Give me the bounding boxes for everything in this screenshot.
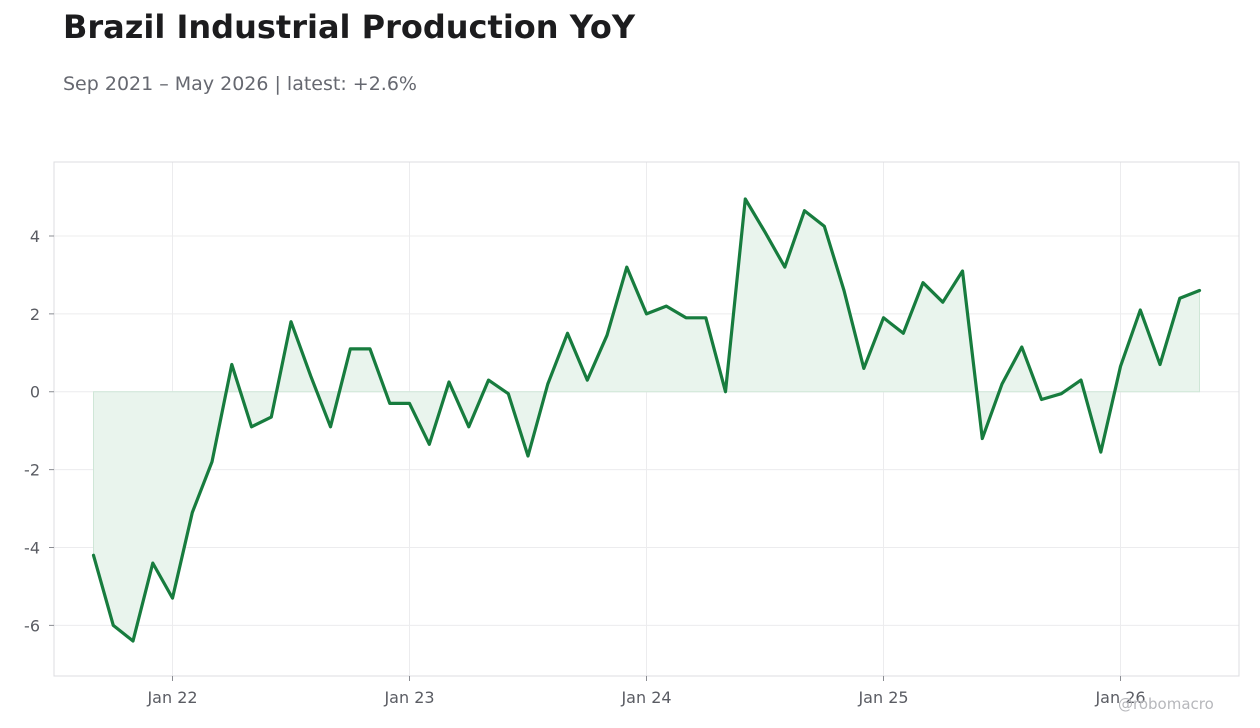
data-point [1000, 382, 1004, 386]
data-point [131, 639, 135, 643]
chart-subtitle: Sep 2021 – May 2026 | latest: +2.6% [63, 73, 417, 95]
data-point [645, 312, 648, 316]
y-tick-label: -4 [24, 539, 40, 558]
data-point [368, 347, 372, 351]
data-point [1040, 398, 1043, 401]
data-point [902, 332, 905, 335]
data-point [388, 402, 391, 405]
data-point [882, 316, 885, 319]
data-point [1158, 363, 1162, 366]
data-point [586, 378, 589, 382]
data-point [684, 316, 688, 319]
data-point [862, 367, 865, 370]
y-tick-label: -6 [24, 616, 40, 635]
data-point [191, 511, 194, 514]
data-point [151, 561, 154, 565]
x-axis: Jan 22 Jan 23 Jan 24 Jan 25 Jan 26 [146, 676, 1146, 707]
data-point [724, 390, 727, 393]
y-tick-label: 4 [30, 227, 40, 246]
data-point [763, 230, 767, 234]
data-point [487, 378, 490, 382]
data-point [92, 554, 95, 557]
data-point [783, 265, 786, 269]
data-point [447, 380, 451, 384]
data-point [408, 402, 411, 405]
data-point [1139, 308, 1142, 312]
data-point [171, 596, 174, 600]
data-point [1060, 392, 1063, 395]
grid-lines [54, 162, 1239, 676]
data-point [1178, 297, 1182, 300]
data-point [981, 437, 984, 440]
x-tick-label: Jan 25 [857, 688, 908, 707]
y-axis: 4 2 0 -2 -4 -6 [24, 227, 54, 635]
data-point [921, 281, 925, 284]
data-point [428, 443, 431, 446]
data-point [270, 415, 273, 419]
x-tick-label: Jan 22 [146, 688, 197, 707]
data-point [823, 225, 826, 228]
x-tick-label: Jan 23 [383, 688, 434, 707]
y-tick-label: 2 [30, 305, 40, 324]
data-points [92, 197, 1201, 643]
data-point [625, 265, 628, 269]
data-point [289, 320, 293, 323]
data-point [744, 197, 747, 201]
data-point [842, 289, 846, 292]
y-tick-label: 0 [30, 383, 40, 402]
data-point [112, 624, 115, 627]
data-point [329, 425, 332, 428]
data-point [507, 392, 510, 395]
watermark-label: @robomacro [1118, 695, 1214, 713]
data-point [230, 363, 233, 366]
data-point [961, 269, 964, 273]
data-point [349, 347, 352, 351]
data-point [1099, 450, 1103, 454]
data-point [1079, 378, 1083, 382]
data-point [526, 454, 530, 458]
data-point [704, 316, 707, 319]
data-point [1020, 345, 1023, 349]
data-point [665, 304, 668, 308]
data-point [250, 425, 253, 428]
x-tick-label: Jan 26 [1094, 688, 1145, 707]
data-point [546, 382, 549, 386]
data-point [1119, 365, 1122, 368]
data-point [467, 425, 470, 428]
x-tick-label: Jan 24 [620, 688, 671, 707]
data-point [309, 375, 312, 378]
data-point [941, 301, 944, 304]
data-point [1198, 289, 1201, 292]
data-point [605, 334, 609, 337]
y-tick-label: -2 [24, 461, 40, 480]
chart-title: Brazil Industrial Production YoY [63, 8, 636, 46]
data-point [566, 332, 569, 335]
data-point [210, 460, 214, 463]
data-point [803, 209, 806, 212]
